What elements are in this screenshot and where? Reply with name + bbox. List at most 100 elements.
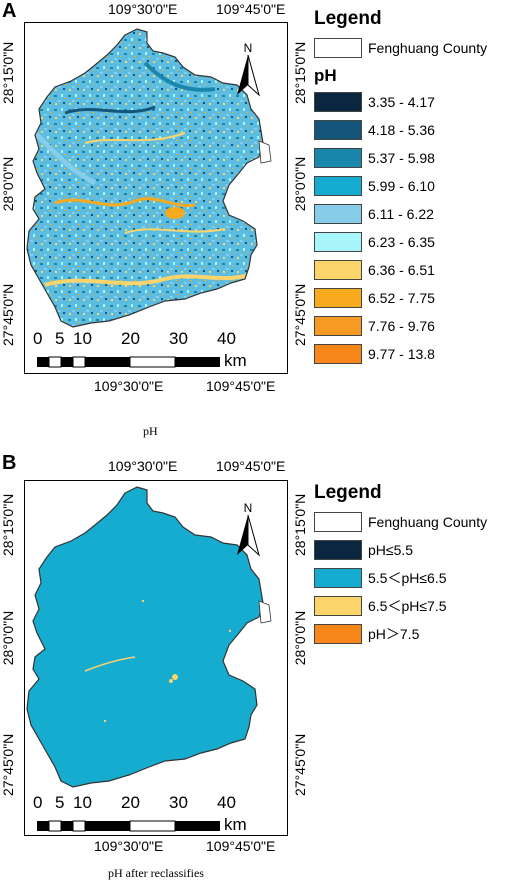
bottom-lon-label: 109°45'0"E — [206, 378, 276, 394]
north-label: N — [244, 41, 253, 55]
legend-row: 6.23 - 6.35 — [314, 232, 487, 252]
legend-row: 6.36 - 6.51 — [314, 260, 487, 280]
legend-subtitle: pH — [314, 66, 337, 85]
ph-map-frame: N 0 5 10 20 30 40 km — [24, 22, 288, 374]
legend-swatch — [314, 540, 362, 560]
legend-swatch — [314, 568, 362, 588]
legend-row: pH≤5.5 — [314, 540, 487, 560]
north-arrow-icon: N — [237, 41, 260, 97]
scale-tick: 20 — [121, 793, 140, 812]
top-lon-label: 109°45'0"E — [216, 1, 286, 17]
scale-tick: 40 — [217, 329, 236, 348]
scale-tick: 0 — [33, 329, 43, 348]
scale-unit: km — [224, 351, 247, 370]
scale-tick: 40 — [217, 793, 236, 812]
left-lat-label: 28°0'0"N — [0, 610, 16, 666]
legend-row: 9.77 - 13.8 — [314, 344, 487, 364]
legend-row: 5.5＜pH≤6.5 — [314, 568, 487, 588]
legend-row-boundary: Fenghuang County — [314, 512, 487, 532]
legend-label: 5.37 - 5.98 — [368, 150, 435, 166]
top-lon-label: 109°30'0"E — [108, 458, 178, 474]
ph-reclass-raster-map — [26, 486, 272, 788]
legend-label: 4.18 - 5.36 — [368, 122, 435, 138]
scale-unit: km — [224, 815, 247, 834]
bottom-lon-label: 109°45'0"E — [206, 838, 276, 854]
panel-caption: pH — [143, 424, 158, 438]
boundary-swatch — [314, 38, 362, 58]
left-lat-label: 27°45'0"N — [0, 283, 16, 346]
legend-label: 5.99 - 6.10 — [368, 178, 435, 194]
left-lat-label: 28°0'0"N — [0, 156, 16, 212]
legend-row: 5.37 - 5.98 — [314, 148, 487, 168]
legend-b: Legend Fenghuang County pH≤5.5 5.5＜pH≤6.5… — [314, 482, 487, 652]
legend-swatch — [314, 344, 362, 364]
scale-labels: 0 5 10 20 30 40 — [33, 329, 236, 349]
right-lat-label: 28°15'0"N — [292, 41, 308, 104]
legend-swatch — [314, 120, 362, 140]
legend-row: 6.52 - 7.75 — [314, 288, 487, 308]
legend-row: pH＞7.5 — [314, 624, 487, 644]
scale-tick: 5 — [55, 793, 65, 812]
legend-swatch — [314, 176, 362, 196]
scale-tick: 20 — [121, 329, 140, 348]
legend-classes: pH≤5.5 5.5＜pH≤6.5 6.5＜pH≤7.5 pH＞7.5 — [314, 540, 487, 644]
ph-reclass-map-frame: N 0 5 10 20 30 40 km — [24, 480, 288, 836]
legend-label: 6.23 - 6.35 — [368, 234, 435, 250]
legend-label: 6.11 - 6.22 — [368, 206, 434, 222]
legend-a: Legend Fenghuang County pH 3.35 - 4.17 4.… — [314, 8, 487, 372]
legend-label: 7.76 - 9.76 — [368, 318, 435, 334]
bottom-lon-label: 109°30'0"E — [94, 378, 164, 394]
legend-label: 6.36 - 6.51 — [368, 262, 435, 278]
legend-swatch — [314, 148, 362, 168]
legend-row-boundary: Fenghuang County — [314, 38, 487, 58]
legend-title: Legend — [314, 8, 382, 29]
panel-caption: pH after reclassifies — [108, 866, 204, 880]
legend-label: 6.52 - 7.75 — [368, 290, 435, 306]
north-arrow-icon: N — [237, 501, 260, 557]
legend-label: pH≤5.5 — [368, 542, 414, 558]
scale-tick: 10 — [73, 329, 92, 348]
panel-letter: A — [2, 0, 17, 22]
scale-tick: 10 — [73, 793, 92, 812]
scale-bar — [37, 356, 220, 368]
legend-swatch — [314, 316, 362, 336]
left-lat-label: 28°15'0"N — [0, 41, 16, 104]
scale-tick: 5 — [55, 329, 65, 348]
scale-tick: 0 — [33, 793, 43, 812]
right-lat-label: 28°15'0"N — [292, 493, 308, 556]
legend-swatch — [314, 204, 362, 224]
legend-row: 6.5＜pH≤7.5 — [314, 596, 487, 616]
boundary-swatch — [314, 512, 362, 532]
left-lat-label: 27°45'0"N — [0, 733, 16, 796]
legend-row: 7.76 - 9.76 — [314, 316, 487, 336]
legend-swatch — [314, 92, 362, 112]
legend-swatch — [314, 232, 362, 252]
legend-label: 3.35 - 4.17 — [368, 94, 435, 110]
legend-label: 9.77 - 13.8 — [368, 346, 435, 362]
ph-raster-map — [26, 28, 272, 328]
right-lat-label: 28°0'0"N — [292, 610, 308, 666]
right-lat-label: 27°45'0"N — [292, 283, 308, 346]
north-label: N — [244, 501, 253, 515]
bottom-lon-label: 109°30'0"E — [94, 838, 164, 854]
scale-labels: 0 5 10 20 30 40 — [33, 793, 236, 813]
panel-a: A 109°30'0"E 109°45'0"E 28°15'0"N 28°0'0… — [0, 0, 505, 440]
legend-title: Legend — [314, 482, 382, 503]
right-lat-label: 27°45'0"N — [292, 733, 308, 796]
legend-row: 5.99 - 6.10 — [314, 176, 487, 196]
legend-row: 3.35 - 4.17 — [314, 92, 487, 112]
legend-row: 4.18 - 5.36 — [314, 120, 487, 140]
legend-swatch — [314, 596, 362, 616]
legend-label: 5.5＜pH≤6.5 — [368, 570, 447, 586]
left-lat-label: 28°15'0"N — [0, 493, 16, 556]
top-lon-label: 109°45'0"E — [216, 458, 286, 474]
legend-label: Fenghuang County — [368, 40, 488, 56]
scale-tick: 30 — [169, 329, 188, 348]
panel-letter: B — [2, 452, 17, 474]
legend-swatch — [314, 624, 362, 644]
legend-classes: 3.35 - 4.17 4.18 - 5.36 5.37 - 5.98 5.99 - … — [314, 92, 487, 364]
legend-label: pH＞7.5 — [368, 626, 420, 642]
legend-label: Fenghuang County — [368, 514, 488, 530]
legend-swatch — [314, 260, 362, 280]
scale-tick: 30 — [169, 793, 188, 812]
